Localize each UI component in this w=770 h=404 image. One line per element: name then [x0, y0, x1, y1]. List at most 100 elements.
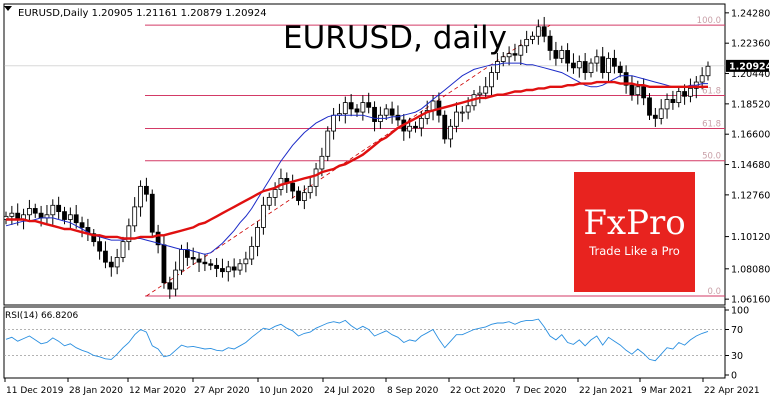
price-candle-body	[494, 61, 500, 73]
fxpro-logo: FxPro Trade Like a Pro	[574, 172, 695, 292]
price-candle-body	[348, 102, 354, 110]
date-tick-label: 8 Sep 2020	[387, 386, 439, 396]
symbol-info-line: EURUSD,Daily 1.20905 1.21161 1.20879 1.2…	[18, 8, 267, 19]
price-candle-body	[196, 258, 202, 263]
price-candle-body	[260, 204, 266, 228]
price-candle-body	[535, 26, 541, 37]
price-candle-body	[307, 185, 313, 194]
price-candle-body	[73, 214, 79, 224]
price-candle-body	[389, 108, 395, 116]
price-candle-body	[272, 189, 278, 198]
price-candle-body	[606, 57, 611, 73]
price-candle-body	[126, 225, 132, 243]
rsi-line	[5, 318, 709, 362]
price-candle-body	[664, 99, 670, 110]
price-candle-body	[612, 57, 617, 67]
price-tick-label: 1.22360	[731, 39, 770, 50]
date-tick-label: 9 Mar 2021	[641, 386, 692, 396]
price-candle-body	[547, 35, 553, 51]
date-tick-label: 11 Dec 2019	[6, 386, 64, 396]
fibonacci-level-label: 61.8	[702, 120, 721, 130]
price-candle-body	[354, 108, 360, 113]
date-tick-label: 22 Apr 2021	[704, 386, 760, 396]
logo-tagline: Trade Like a Pro	[589, 244, 680, 258]
price-candle-body	[366, 102, 372, 108]
price-candle-body	[635, 86, 641, 96]
price-candle-body	[500, 56, 506, 62]
price-candle-body	[120, 241, 126, 258]
fibonacci-level-label: 61.8	[702, 86, 721, 96]
price-candle-body	[26, 208, 32, 216]
price-candle-body	[184, 249, 190, 258]
price-candle-body	[266, 196, 272, 206]
price-candle-body	[553, 50, 559, 59]
price-candle-body	[237, 263, 243, 271]
price-candle-body	[202, 261, 208, 265]
price-candle-body	[477, 92, 483, 96]
price-candle-body	[617, 65, 623, 73]
price-tick-label: 1.16600	[731, 130, 770, 141]
price-candle-body	[132, 206, 138, 227]
date-tick-label: 28 Jan 2020	[69, 386, 123, 396]
fibonacci-level-label: 0.0	[707, 287, 721, 297]
price-candle-body	[231, 266, 237, 271]
price-candle-body	[418, 117, 424, 129]
rsi-tick-label: 0	[731, 371, 737, 382]
price-candle-body	[658, 108, 664, 119]
price-candle-body	[652, 114, 658, 119]
price-candle-body	[79, 222, 85, 228]
price-candle-body	[179, 249, 184, 271]
price-candle-body	[50, 204, 56, 216]
price-candle-body	[448, 125, 454, 140]
price-tick-label: 1.24280	[731, 8, 770, 19]
price-candle-body	[56, 204, 62, 213]
date-tick-label: 22 Oct 2020	[450, 386, 506, 396]
price-candle-body	[249, 245, 255, 260]
ma-fast-line	[5, 62, 708, 255]
price-candle-body	[108, 261, 114, 268]
price-candle-body	[541, 26, 547, 37]
date-tick-label: 12 Mar 2020	[129, 386, 186, 396]
date-tick-label: 10 Jun 2020	[259, 386, 313, 396]
rsi-tick-label: 100	[731, 306, 749, 317]
price-candle-body	[518, 45, 524, 56]
price-candle-body	[413, 125, 418, 129]
price-candle-body	[395, 114, 401, 121]
price-candle-body	[32, 208, 38, 214]
price-candle-body	[454, 111, 459, 127]
rsi-tick-label: 70	[731, 325, 743, 336]
price-candle-body	[623, 72, 629, 86]
price-tick-label: 1.20440	[731, 69, 770, 80]
price-tick-label: 1.12760	[731, 190, 770, 201]
last-price-box	[726, 59, 769, 72]
price-candle-body	[296, 190, 301, 201]
price-candle-body	[383, 108, 389, 116]
collapse-arrow-icon[interactable]	[4, 6, 12, 11]
price-candle-body	[600, 56, 606, 73]
price-candle-body	[173, 269, 179, 290]
date-tick-label: 22 Jan 2021	[579, 386, 633, 396]
price-candle-body	[97, 241, 102, 252]
price-candle-body	[161, 244, 167, 284]
price-candle-body	[62, 211, 67, 220]
price-candle-body	[559, 50, 565, 59]
price-candle-body	[342, 102, 348, 115]
price-candle-body	[582, 61, 588, 73]
price-tick-label: 1.18520	[731, 99, 770, 110]
price-candle-body	[489, 72, 494, 88]
price-candle-body	[407, 125, 413, 132]
price-candle-body	[372, 106, 377, 122]
price-candle-body	[38, 212, 44, 219]
price-candle-body	[705, 65, 711, 77]
price-candle-body	[91, 233, 97, 243]
price-candle-body	[138, 185, 143, 208]
price-candle-body	[576, 61, 582, 69]
chart-title: EURUSD, daily	[283, 20, 507, 56]
price-candle-body	[565, 50, 570, 64]
price-candle-body	[571, 62, 576, 69]
price-candle-body	[290, 182, 296, 192]
price-candle-body	[594, 56, 600, 64]
price-candle-body	[103, 250, 108, 263]
price-candle-body	[313, 168, 319, 187]
